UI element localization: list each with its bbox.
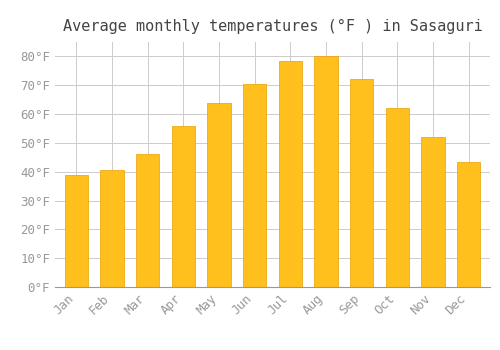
Bar <box>136 154 160 287</box>
Bar <box>278 61 302 287</box>
Bar <box>457 162 480 287</box>
Bar <box>172 126 195 287</box>
Bar <box>386 108 409 287</box>
Bar <box>100 170 124 287</box>
Bar <box>314 56 338 287</box>
Bar <box>208 103 231 287</box>
Title: Average monthly temperatures (°F ) in Sasaguri: Average monthly temperatures (°F ) in Sa… <box>62 19 482 34</box>
Bar <box>243 84 266 287</box>
Bar <box>65 175 88 287</box>
Bar <box>350 79 373 287</box>
Bar <box>422 137 444 287</box>
